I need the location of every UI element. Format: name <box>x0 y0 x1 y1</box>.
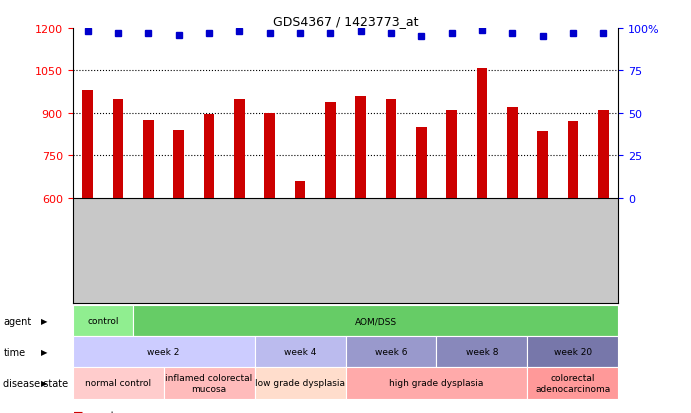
Text: week 8: week 8 <box>466 348 498 356</box>
Text: ▶: ▶ <box>41 379 48 387</box>
Bar <box>567 122 578 198</box>
FancyBboxPatch shape <box>73 198 618 304</box>
Text: ■: ■ <box>73 410 83 413</box>
Text: ▶: ▶ <box>41 317 48 325</box>
Bar <box>234 100 245 198</box>
Bar <box>173 131 184 198</box>
Text: high grade dysplasia: high grade dysplasia <box>389 379 484 387</box>
Bar <box>355 97 366 198</box>
Bar <box>538 132 548 198</box>
Bar <box>265 114 275 198</box>
Bar <box>113 100 124 198</box>
Text: colorectal
adenocarcinoma: colorectal adenocarcinoma <box>536 373 611 393</box>
Bar <box>82 91 93 198</box>
Bar <box>204 115 214 198</box>
Bar <box>386 100 397 198</box>
Text: AOM/DSS: AOM/DSS <box>354 317 397 325</box>
Text: week 2: week 2 <box>147 348 180 356</box>
Text: agent: agent <box>3 316 32 326</box>
Bar <box>325 102 336 198</box>
Bar <box>598 111 609 198</box>
Text: time: time <box>3 347 26 357</box>
Title: GDS4367 / 1423773_at: GDS4367 / 1423773_at <box>273 15 418 28</box>
Text: low grade dysplasia: low grade dysplasia <box>255 379 345 387</box>
Bar <box>446 111 457 198</box>
Text: inflamed colorectal
mucosa: inflamed colorectal mucosa <box>165 373 253 393</box>
Text: week 6: week 6 <box>375 348 407 356</box>
Text: week 4: week 4 <box>284 348 316 356</box>
Bar <box>416 128 426 198</box>
Text: ▶: ▶ <box>41 348 48 356</box>
Bar <box>507 108 518 198</box>
Bar <box>294 181 305 198</box>
Text: disease state: disease state <box>3 378 68 388</box>
Text: count: count <box>88 410 115 413</box>
Bar <box>477 69 487 198</box>
FancyBboxPatch shape <box>73 198 618 304</box>
Text: normal control: normal control <box>85 379 151 387</box>
Text: week 20: week 20 <box>554 348 592 356</box>
Text: control: control <box>87 317 119 325</box>
Bar <box>143 121 153 198</box>
